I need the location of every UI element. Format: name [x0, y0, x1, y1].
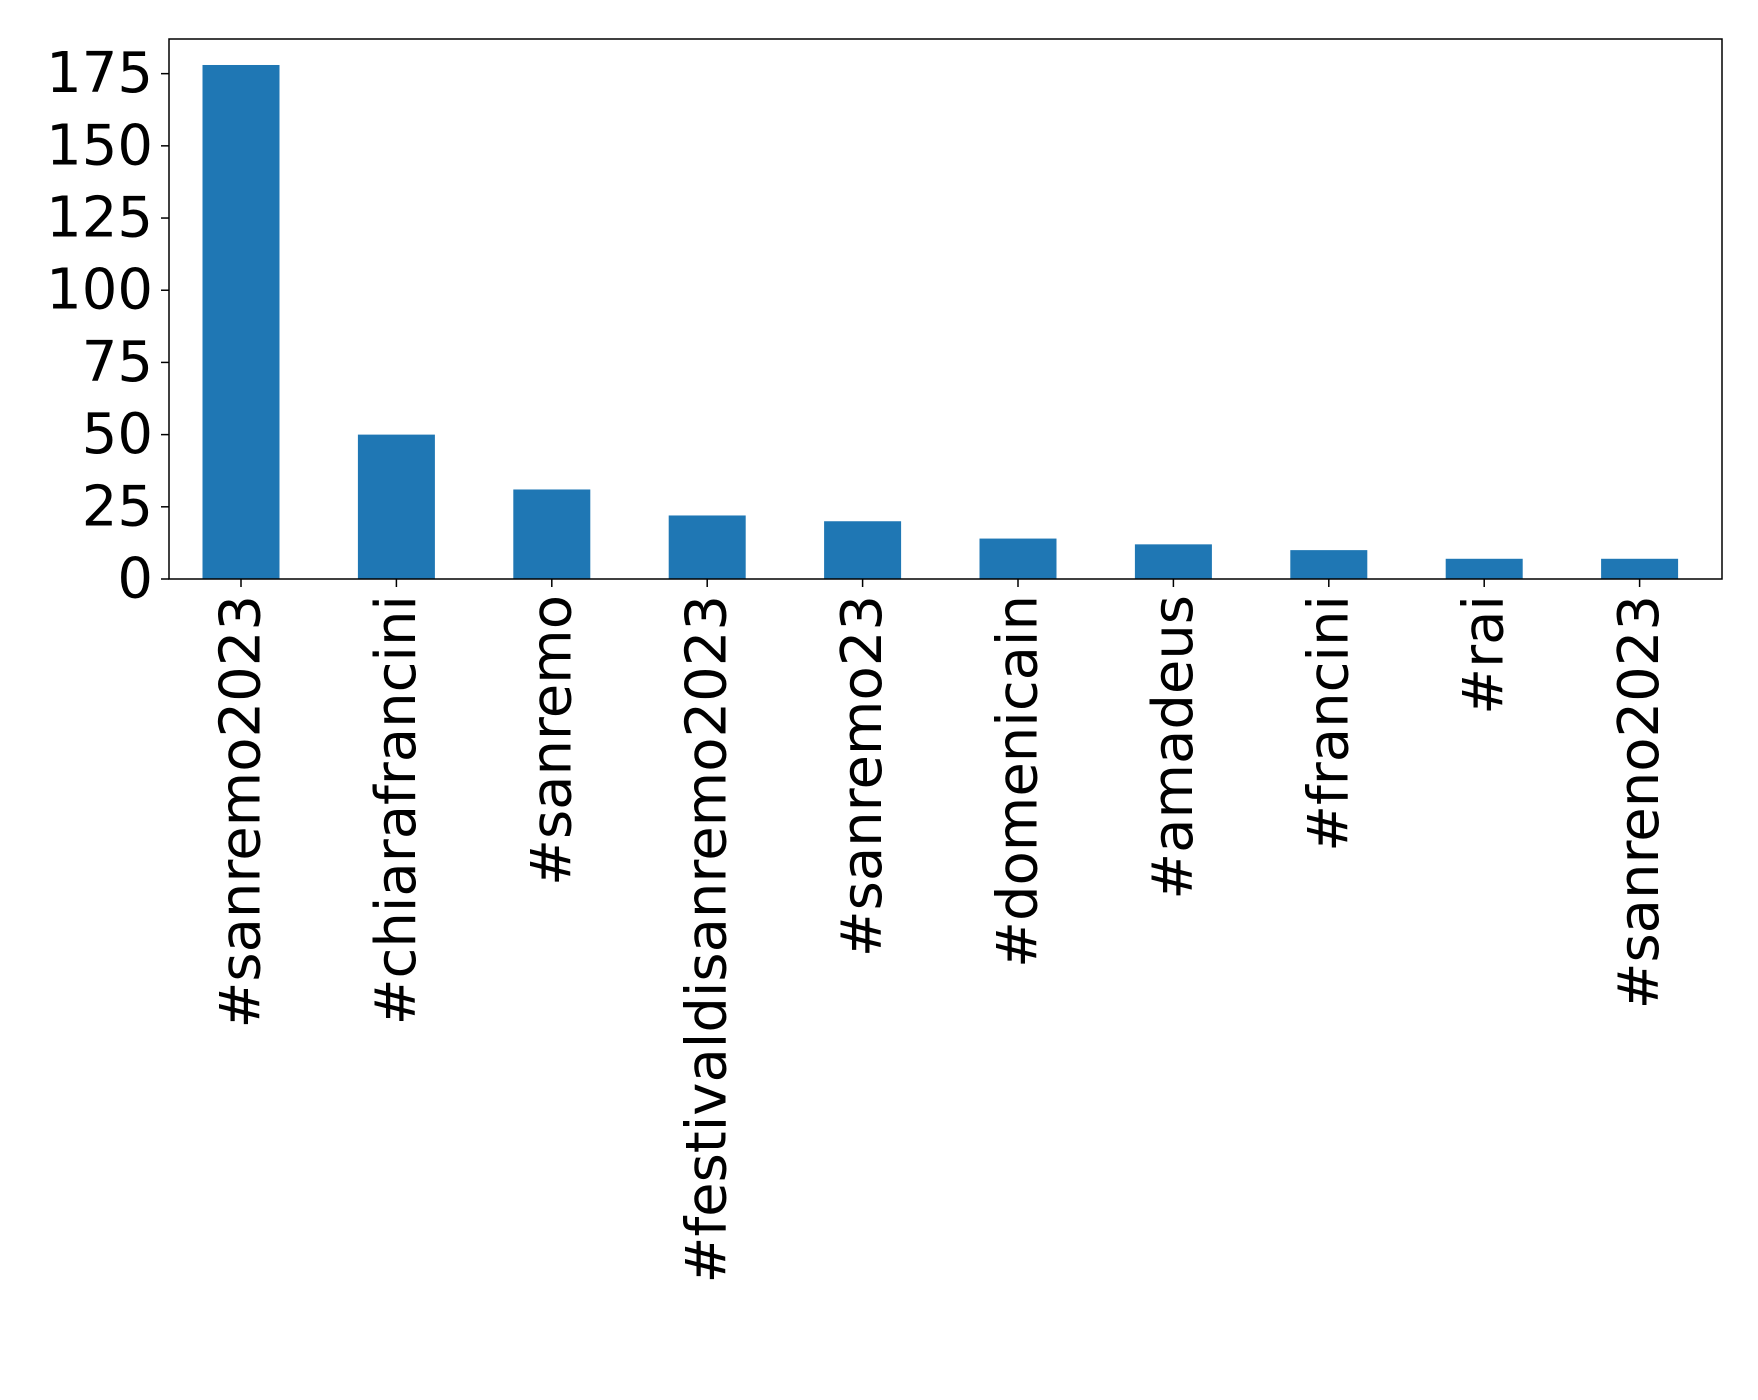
x-tick-label: #rai	[1452, 595, 1517, 715]
bar-francini	[1290, 550, 1368, 579]
bar-rai	[1445, 558, 1523, 579]
y-tick-label: 75	[82, 330, 153, 395]
x-tick-label: #amadeus	[1141, 595, 1206, 900]
x-axis: #sanremo2023 #chiarafrancini #sanremo #fest…	[209, 579, 1672, 1283]
bars-layer	[202, 64, 1679, 579]
bar-sanremo2023	[202, 64, 280, 579]
x-tick-label: #sanreno2023	[1607, 595, 1672, 1009]
y-tick-label: 100	[46, 258, 153, 323]
bar-domenicain	[979, 538, 1057, 579]
y-tick-label: 50	[82, 402, 153, 467]
x-tick-label: #francini	[1296, 595, 1361, 852]
x-tick-label: #festivaldisanremo2023	[675, 595, 740, 1283]
bar-festivaldisanremo2023	[668, 515, 746, 579]
bar-sanremo23	[824, 521, 902, 579]
y-tick-label: 25	[82, 474, 153, 539]
y-tick-label: 125	[46, 186, 153, 251]
y-tick-label: 0	[117, 547, 153, 612]
x-tick-label: #sanremo23	[830, 595, 895, 957]
y-tick-label: 150	[46, 113, 153, 178]
x-tick-label: #sanremo2023	[209, 595, 274, 1028]
x-tick-label: #sanremo	[519, 595, 584, 886]
x-tick-label: #chiarafrancini	[364, 595, 429, 1025]
plot-frame	[168, 38, 1723, 580]
bar-amadeus	[1134, 544, 1212, 579]
bar-sanremo	[513, 489, 591, 579]
y-axis: 0 25 50 75 100 125 150 175	[46, 41, 169, 612]
x-tick-label: #domenicain	[986, 595, 1051, 968]
y-tick-label: 175	[46, 41, 153, 106]
bar-sanreno2023	[1601, 558, 1679, 579]
bar-chiarafrancini	[357, 434, 435, 579]
